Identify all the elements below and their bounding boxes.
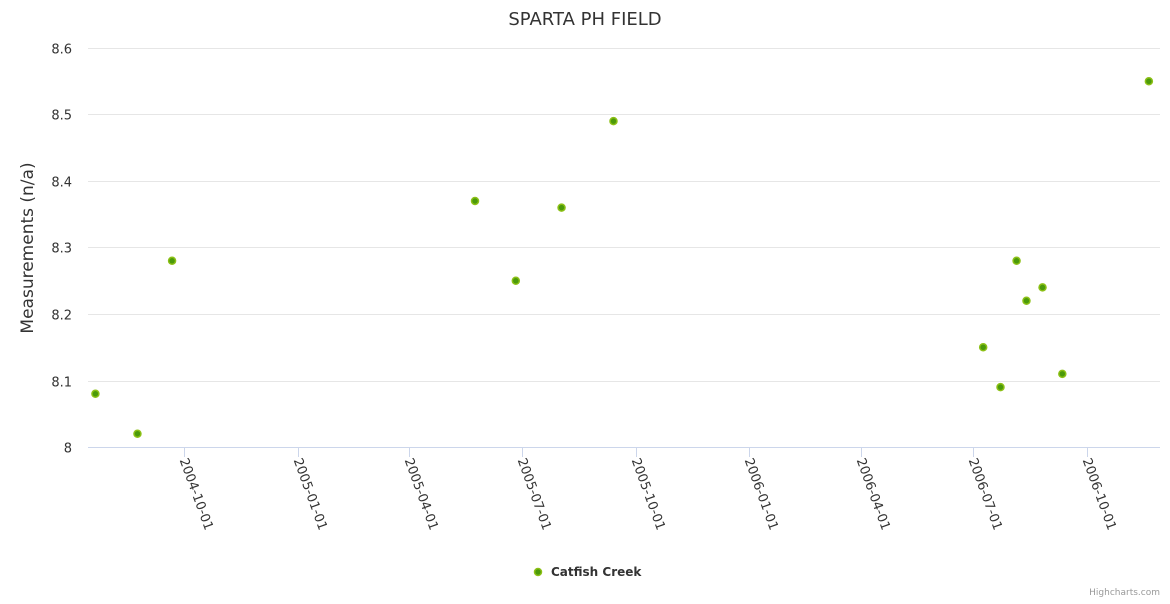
- data-point: [1058, 369, 1067, 379]
- data-point: [91, 389, 100, 399]
- data-point: [1022, 296, 1031, 305]
- y-axis-label: Measurements (n/a): [18, 162, 38, 333]
- y-tick-label: 8.3: [51, 242, 72, 257]
- data-point: [167, 256, 177, 266]
- legend-item-catfish-creek[interactable]: Catfish Creek: [533, 565, 643, 579]
- x-tick-label: 2006-07-01: [965, 456, 1005, 532]
- y-tick-label: 8.2: [51, 309, 72, 324]
- data-point: [978, 343, 988, 352]
- x-tick-label: 2006-04-01: [853, 456, 893, 532]
- legend-marker: [533, 567, 543, 577]
- y-tick-label: 8.5: [51, 109, 72, 124]
- x-tick-label: 2005-04-01: [401, 456, 441, 532]
- x-tick-label: 2004-10-01: [176, 456, 216, 532]
- chart-title: SPARTA PH FIELD: [508, 9, 661, 30]
- data-point: [996, 382, 1005, 392]
- x-tick-label: 2006-01-01: [741, 456, 781, 532]
- y-tick-label: 8.1: [51, 376, 72, 391]
- x-tick-label: 2005-07-01: [514, 456, 554, 532]
- x-tick-label: 2005-10-01: [628, 456, 668, 532]
- y-tick-label: 8: [64, 442, 72, 457]
- data-point: [1012, 256, 1021, 266]
- data-point: [609, 116, 618, 126]
- data-point: [511, 276, 521, 285]
- y-tick-label: 8.6: [51, 43, 72, 58]
- data-point: [1038, 283, 1047, 292]
- legend-label: Catfish Creek: [551, 565, 642, 579]
- x-tick-label: 2005-01-01: [290, 456, 330, 532]
- data-point: [470, 196, 480, 206]
- data-point: [133, 429, 142, 438]
- data-point: [557, 203, 566, 212]
- y-tick-label: 8.4: [51, 176, 72, 191]
- data-point: [1144, 77, 1154, 86]
- credits-link[interactable]: Highcharts.com: [1089, 588, 1160, 598]
- x-tick-label: 2006-10-01: [1079, 456, 1119, 532]
